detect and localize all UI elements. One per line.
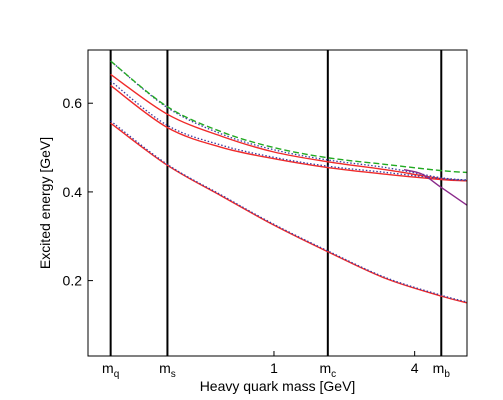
vertical-marker-lines (109, 50, 443, 356)
y-axis-ticks: 0.2 0.4 0.6 (63, 95, 93, 289)
y-tick-label-1: 0.4 (63, 184, 83, 200)
series-line-6 (110, 60, 467, 174)
y-tick-label-0: 0.2 (63, 273, 83, 289)
series-line-3 (110, 60, 467, 181)
series-line-2 (110, 122, 467, 304)
x-axis-ticks: mq ms 1 mc 4 mb (102, 351, 450, 380)
x-tick-label-5: mb (433, 360, 451, 380)
x-axis-label: Heavy quark mass [GeV] (200, 378, 356, 394)
series-line-0 (110, 73, 467, 182)
series-layer (110, 60, 467, 304)
series-line-7 (403, 169, 467, 206)
y-axis-label: Excited energy [GeV] (37, 137, 53, 269)
x-tick-label-2: 1 (270, 360, 278, 376)
x-tick-label-1: ms (159, 360, 176, 380)
series-line-1 (110, 84, 467, 182)
plot-frame (87, 49, 468, 357)
x-tick-label-0: mq (102, 360, 119, 380)
x-tick-label-3: mc (319, 360, 336, 380)
series-line-4 (110, 80, 467, 182)
x-tick-label-4: 4 (411, 360, 419, 376)
y-tick-label-2: 0.6 (63, 95, 83, 111)
series-line-5 (110, 120, 467, 303)
